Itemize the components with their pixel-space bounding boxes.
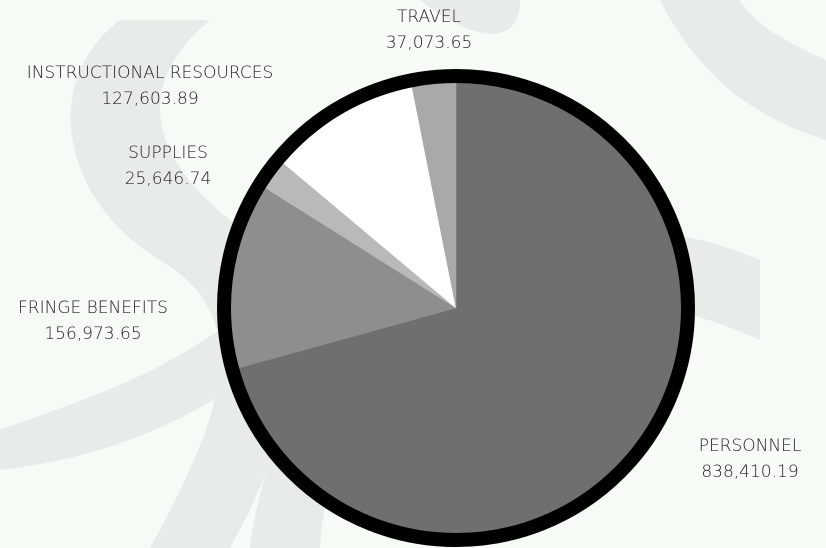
slice-value: 127,603.89 — [101, 89, 198, 109]
slice-value: 156,973.65 — [44, 324, 141, 344]
slice-value: 37,073.65 — [386, 33, 473, 53]
pie-border — [217, 69, 695, 547]
slice-label: FRINGE BENEFITS — [18, 298, 168, 318]
slice-value: 25,646.74 — [125, 169, 212, 189]
slice-label: SUPPLIES — [128, 143, 208, 163]
slice-value: 838,410.19 — [701, 462, 798, 482]
slice-label: TRAVEL — [397, 7, 461, 27]
decor — [660, 0, 826, 140]
decor — [420, 0, 520, 34]
slice-label: INSTRUCTIONAL RESOURCES — [27, 63, 274, 83]
decor — [70, 20, 295, 548]
labels: PERSONNEL 838,410.19 FRINGE BENEFITS 156,97… — [18, 7, 801, 482]
pie — [223, 75, 689, 541]
decor — [0, 300, 260, 470]
slice-label: PERSONNEL — [699, 436, 802, 456]
